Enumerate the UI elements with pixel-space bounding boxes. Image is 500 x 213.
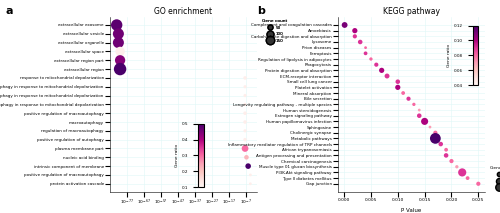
Point [241, 138, 249, 141]
Point [404, 97, 412, 100]
Point [114, 41, 122, 44]
Point [383, 74, 391, 78]
Point [394, 86, 402, 89]
Point [362, 46, 370, 49]
Point [416, 108, 424, 112]
Point [378, 69, 386, 72]
Point [241, 120, 249, 124]
Text: b: b [258, 6, 266, 16]
Point [420, 120, 428, 123]
Point [416, 114, 424, 117]
Legend: 50, 100, 150: 50, 100, 150 [262, 19, 287, 43]
Point [356, 40, 364, 44]
Point [372, 63, 380, 66]
Y-axis label: Gene ratio: Gene ratio [447, 44, 451, 67]
Point [116, 50, 124, 53]
Point [362, 52, 370, 55]
Point [112, 23, 120, 27]
Point [367, 57, 375, 61]
Point [458, 171, 466, 174]
Point [351, 29, 359, 32]
Title: KEGG pathway: KEGG pathway [383, 7, 440, 16]
Point [432, 131, 440, 134]
Point [241, 76, 249, 80]
Point [464, 176, 471, 180]
Point [474, 182, 482, 186]
Point [242, 155, 250, 159]
Point [241, 85, 249, 88]
X-axis label: P Value: P Value [402, 207, 421, 213]
Point [114, 32, 122, 36]
Point [394, 80, 402, 83]
Point [241, 129, 249, 132]
Point [241, 111, 249, 115]
Point [410, 103, 418, 106]
Point [340, 23, 348, 27]
Point [241, 94, 249, 97]
Point [246, 173, 254, 177]
Point [399, 91, 407, 95]
Title: GO enrichment: GO enrichment [154, 7, 212, 16]
Point [442, 154, 450, 157]
Point [116, 59, 124, 62]
Point [436, 142, 444, 146]
Point [246, 182, 254, 186]
Point [241, 103, 249, 106]
Point [432, 137, 440, 140]
Y-axis label: Gene ratio: Gene ratio [174, 144, 178, 167]
Point [448, 159, 456, 163]
Point [241, 147, 249, 150]
Point [116, 67, 124, 71]
Text: a: a [5, 6, 12, 16]
Legend: 20, 30, 40: 20, 30, 40 [490, 166, 500, 190]
Point [426, 125, 434, 129]
Point [244, 164, 252, 168]
Point [442, 148, 450, 151]
Point [453, 165, 461, 168]
Point [351, 35, 359, 38]
